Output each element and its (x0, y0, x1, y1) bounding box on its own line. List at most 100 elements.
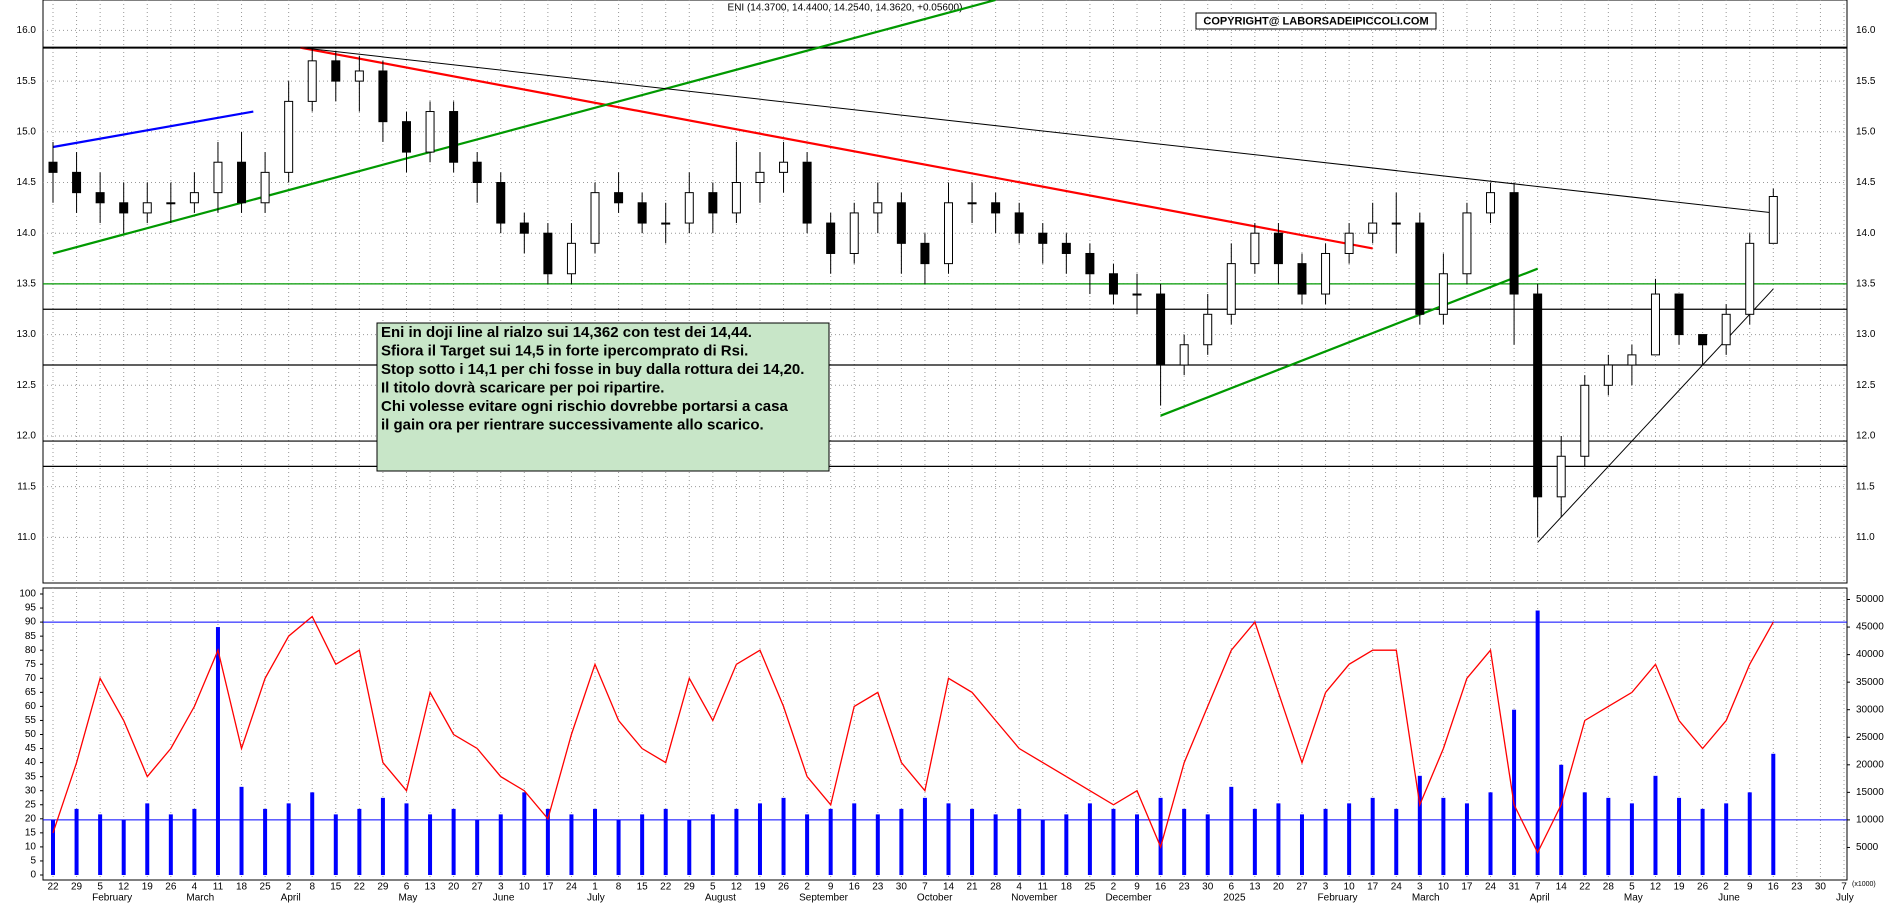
x-tick-label: 19 (1673, 882, 1685, 893)
month-label: May (398, 893, 417, 903)
price-tick-label: 11.5 (1856, 481, 1875, 492)
candle-body (1132, 293, 1142, 296)
price-tick-label: 12.5 (17, 380, 37, 391)
candle-body (1061, 242, 1071, 254)
candle-body (284, 100, 294, 173)
volume-tick-label: 15000 (1856, 787, 1884, 798)
month-label: December (1105, 893, 1152, 903)
x-tick-label: 7 (1535, 882, 1541, 893)
candle-body (1698, 334, 1708, 346)
volume-bar (1182, 808, 1187, 875)
candle-body (48, 161, 58, 173)
volume-bar (357, 808, 362, 875)
annotation-line: Il titolo dovrà scaricare per poi ripart… (381, 379, 664, 396)
price-tick-label: 12.0 (1856, 431, 1876, 442)
rsi-tick-label: 80 (25, 645, 37, 656)
price-tick-label: 13.5 (17, 279, 37, 290)
x-tick-label: 15 (637, 882, 649, 893)
x-tick-label: 7 (1841, 882, 1847, 893)
x-tick-label: 26 (778, 882, 790, 893)
x-tick-label: 3 (1417, 882, 1423, 893)
volume-tick-label: 10000 (1856, 815, 1884, 826)
rsi-tick-label: 45 (25, 743, 37, 754)
volume-bar (1111, 808, 1116, 875)
price-panel (42, 0, 1848, 584)
candle-body (331, 60, 341, 82)
volume-unit-label: (x1000) (1852, 881, 1876, 888)
candle-body (731, 182, 741, 214)
volume-bar (1229, 786, 1234, 875)
candle-body (1368, 222, 1378, 234)
volume-bar (1135, 814, 1140, 875)
x-tick-label: 11 (213, 882, 224, 893)
candle-body (72, 171, 82, 194)
candle-body (260, 171, 270, 204)
x-tick-label: 16 (1768, 882, 1780, 893)
candle-body (189, 192, 199, 204)
month-label: April (281, 893, 301, 903)
candle-body (590, 192, 600, 244)
price-tick-label: 12.0 (17, 431, 37, 442)
candle-body (1509, 192, 1519, 295)
rsi-tick-label: 85 (25, 631, 37, 642)
candle-body (1273, 232, 1283, 265)
candle-body (213, 161, 223, 194)
x-tick-label: 23 (1179, 882, 1191, 893)
volume-bar (805, 814, 810, 875)
rsi-tick-label: 15 (25, 827, 37, 838)
price-tick-label: 11.5 (17, 481, 36, 492)
month-label: June (1718, 893, 1740, 903)
price-tick-label: 14.0 (1856, 228, 1876, 239)
candle-body (1627, 354, 1637, 366)
volume-bar (215, 627, 220, 875)
volume-bar (757, 803, 762, 875)
x-tick-label: 10 (519, 882, 531, 893)
x-tick-label: 22 (47, 882, 59, 893)
candle-body (449, 111, 459, 163)
candle-body (1226, 263, 1236, 315)
candle-body (826, 222, 836, 254)
candle-body (1156, 293, 1166, 366)
trendline (1537, 288, 1774, 543)
x-tick-label: 10 (1438, 882, 1450, 893)
candle-body (637, 202, 647, 224)
candle-body (1014, 212, 1024, 234)
volume-tick-label: 45000 (1856, 622, 1884, 633)
candle-body (1674, 293, 1684, 336)
x-tick-label: 17 (1461, 882, 1473, 893)
x-tick-label: 29 (71, 882, 83, 893)
candle-body (967, 202, 977, 205)
candle-body (1108, 273, 1118, 295)
rsi-tick-label: 75 (25, 659, 37, 670)
volume-bar (1347, 803, 1352, 875)
trendline (52, 0, 996, 255)
rsi-tick-label: 95 (25, 603, 37, 614)
x-tick-label: 3 (498, 882, 504, 893)
x-tick-label: 12 (118, 882, 130, 893)
x-tick-label: 25 (1084, 882, 1096, 893)
x-tick-label: 4 (1016, 882, 1022, 893)
x-tick-label: 14 (1556, 882, 1568, 893)
volume-bar (1370, 797, 1375, 875)
x-tick-label: 9 (828, 882, 834, 893)
candle-body (1203, 313, 1213, 346)
x-tick-label: 4 (192, 882, 198, 893)
month-label: August (705, 893, 736, 903)
x-tick-label: 2 (804, 882, 810, 893)
x-tick-label: 17 (1367, 882, 1379, 893)
x-tick-label: 2 (1111, 882, 1117, 893)
volume-bar (333, 814, 338, 875)
x-tick-label: 20 (448, 882, 460, 893)
x-tick-label: 28 (990, 882, 1002, 893)
candle-body (1297, 263, 1307, 295)
rsi-tick-label: 30 (25, 785, 37, 796)
candle-body (1038, 232, 1048, 244)
volume-bar (852, 803, 857, 875)
x-tick-label: 12 (1650, 882, 1662, 893)
candle-body (873, 202, 883, 214)
x-tick-label: 5 (710, 882, 716, 893)
candle-body (95, 192, 105, 204)
